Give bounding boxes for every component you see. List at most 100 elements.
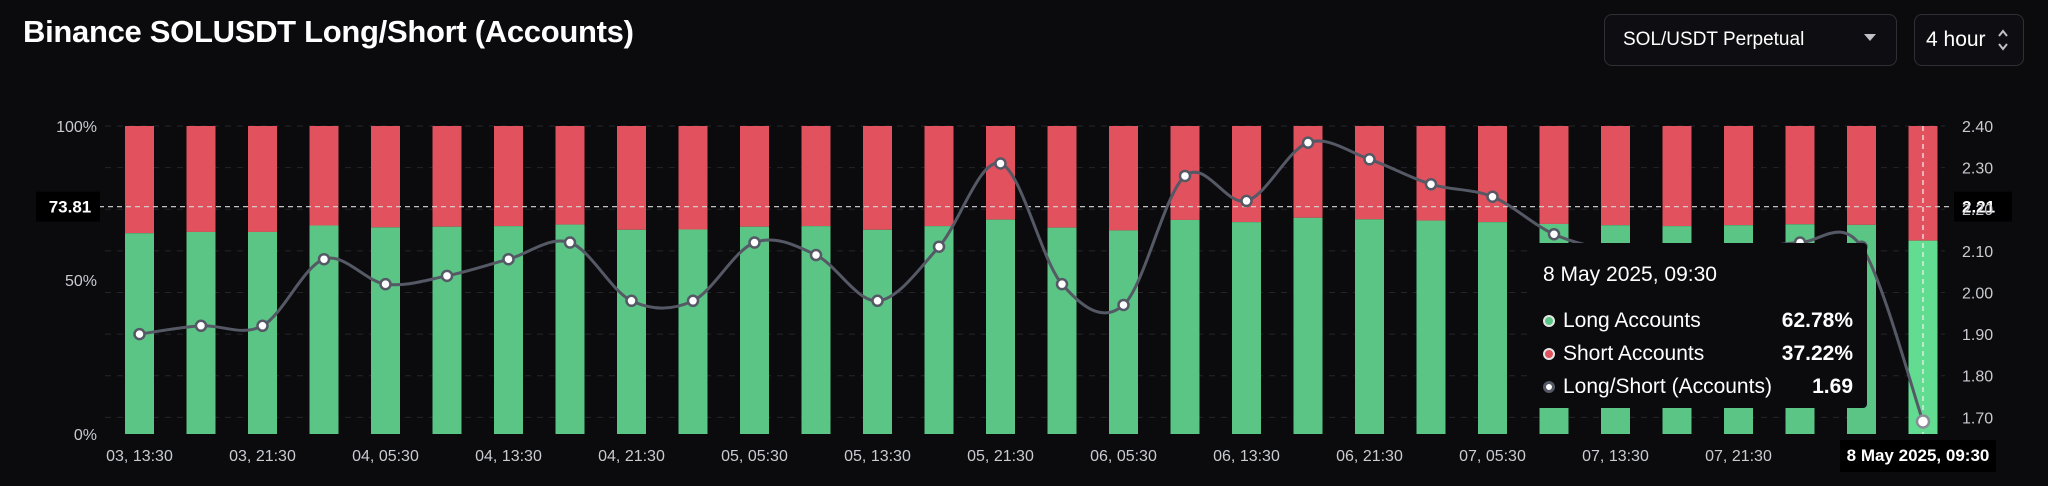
long-bar	[371, 227, 400, 434]
short-bar	[678, 126, 708, 230]
short-bar	[1355, 126, 1384, 220]
short-bar	[371, 126, 400, 228]
long-bar	[986, 219, 1015, 434]
short-bar	[1662, 126, 1692, 227]
ratio-point	[379, 277, 392, 291]
tooltip-value: 62.78%	[1781, 309, 1853, 332]
short-bar	[740, 126, 769, 227]
ratio-point	[194, 319, 208, 333]
short-bar	[801, 126, 831, 227]
ratio-point	[809, 248, 823, 262]
crosshair: 73.81 2.21	[36, 126, 2012, 434]
ratio-point	[1055, 277, 1069, 291]
ratio-point	[1547, 227, 1561, 241]
y-right-tick-label: 1.70	[1962, 410, 1993, 427]
interval-select-value: 4 hour	[1926, 28, 1986, 51]
tooltip-row-ratio: Long/Short (Accounts) 1.69	[1543, 375, 1853, 401]
tooltip-value: 1.69	[1812, 375, 1853, 398]
short-bar	[617, 126, 646, 230]
tooltip-row-short: Short Accounts 37.22%	[1543, 342, 1853, 368]
long-bar	[1293, 217, 1323, 434]
ratio-point	[1363, 153, 1376, 166]
y-left-tick-label: 50%	[65, 273, 97, 290]
short-bar	[125, 126, 154, 234]
ratio-point	[317, 252, 331, 266]
axes: 0% 50% 100% 1.70 1.80 1.90 2.00 2.10 2.20 2.30 2.4…	[56, 119, 1993, 465]
tooltip-label: Long/Short (Accounts)	[1563, 375, 1772, 398]
short-bar	[248, 126, 277, 232]
x-tick-label: 04, 05:30	[352, 448, 419, 465]
ratio-point	[440, 269, 454, 283]
tooltip-value: 37.22%	[1781, 342, 1853, 365]
y-right-tick-label: 2.20	[1962, 202, 1993, 219]
x-tick-label: 07, 05:30	[1459, 448, 1526, 465]
short-bar	[1047, 126, 1077, 228]
ratio-point	[1486, 190, 1499, 204]
crosshair-left-label: 73.81	[49, 198, 92, 217]
x-tick-label: 06, 05:30	[1090, 448, 1157, 465]
ratio-point	[1117, 298, 1130, 312]
y-right-tick-label: 2.10	[1962, 244, 1993, 261]
ratio-point	[563, 236, 577, 249]
long-bar	[1109, 230, 1138, 434]
x-tick-label: 05, 13:30	[844, 448, 911, 465]
interval-select[interactable]: 4 hour	[1914, 14, 2024, 66]
ratio-point	[1424, 178, 1438, 191]
x-tick-label: 06, 13:30	[1213, 448, 1280, 465]
y-left-tick-label: 0%	[74, 427, 97, 444]
ratio-point	[1301, 136, 1315, 149]
ratio-point	[994, 157, 1007, 170]
long-bar	[186, 231, 216, 434]
y-right-tick-label: 1.80	[1962, 369, 1993, 386]
short-bar	[186, 126, 216, 232]
symbol-select[interactable]: SOL/USDT Perpetual	[1604, 14, 1897, 66]
short-bar	[863, 126, 892, 230]
short-bar	[1232, 126, 1261, 223]
tooltip-date: 8 May 2025, 09:30	[1543, 263, 1717, 286]
x-tick-label: 03, 13:30	[106, 448, 173, 465]
long-bar	[617, 229, 646, 434]
chevron-down-icon	[1864, 34, 1876, 41]
long-bar	[678, 229, 708, 434]
chart-tooltip: 8 May 2025, 09:30 Long Accounts 62.78% S…	[1527, 243, 1867, 408]
ratio-point	[133, 327, 146, 341]
ratio-legend-dot	[1543, 381, 1555, 393]
long-bar	[1416, 220, 1446, 434]
x-tick-label: 03, 21:30	[229, 448, 296, 465]
long-bar	[1478, 222, 1507, 434]
crosshair-right-label: 2.21	[1962, 198, 1995, 217]
ratio-point	[502, 252, 515, 266]
long-bar	[1170, 219, 1200, 434]
long-bar	[1232, 222, 1261, 434]
short-bar	[1724, 126, 1753, 226]
short-bar	[1601, 126, 1630, 226]
ratio-point	[256, 319, 269, 333]
x-tick-label: 05, 21:30	[967, 448, 1034, 465]
x-tick-label: 07, 21:30	[1705, 448, 1772, 465]
ratio-point	[1178, 169, 1192, 183]
ratio-point	[686, 294, 700, 308]
y-right-tick-label: 2.30	[1962, 161, 1993, 178]
up-down-chevron-icon	[1998, 29, 2008, 51]
short-bar	[1539, 126, 1569, 224]
ratio-point	[625, 294, 638, 308]
long-bar	[432, 226, 462, 434]
tooltip-label: Long Accounts	[1563, 309, 1701, 332]
short-bar	[309, 126, 339, 226]
short-bar	[1478, 126, 1507, 223]
ratio-point	[1915, 414, 1931, 429]
x-tick-label: 07, 13:30	[1582, 448, 1649, 465]
long-bar	[555, 224, 585, 434]
short-legend-dot	[1543, 348, 1555, 360]
crosshair-left-label-bg	[36, 191, 100, 222]
short-bar	[1847, 126, 1876, 225]
y-right-tick-label: 1.90	[1962, 327, 1993, 344]
long-bar	[1355, 219, 1384, 434]
symbol-select-value: SOL/USDT Perpetual	[1623, 29, 1805, 50]
crosshair-date-label: 8 May 2025, 09:30	[1840, 440, 1996, 472]
long-bar	[863, 229, 892, 434]
short-bar	[494, 126, 523, 227]
short-bar	[1109, 126, 1138, 231]
ratio-point	[932, 240, 946, 253]
x-tick-label: 06, 21:30	[1336, 448, 1403, 465]
